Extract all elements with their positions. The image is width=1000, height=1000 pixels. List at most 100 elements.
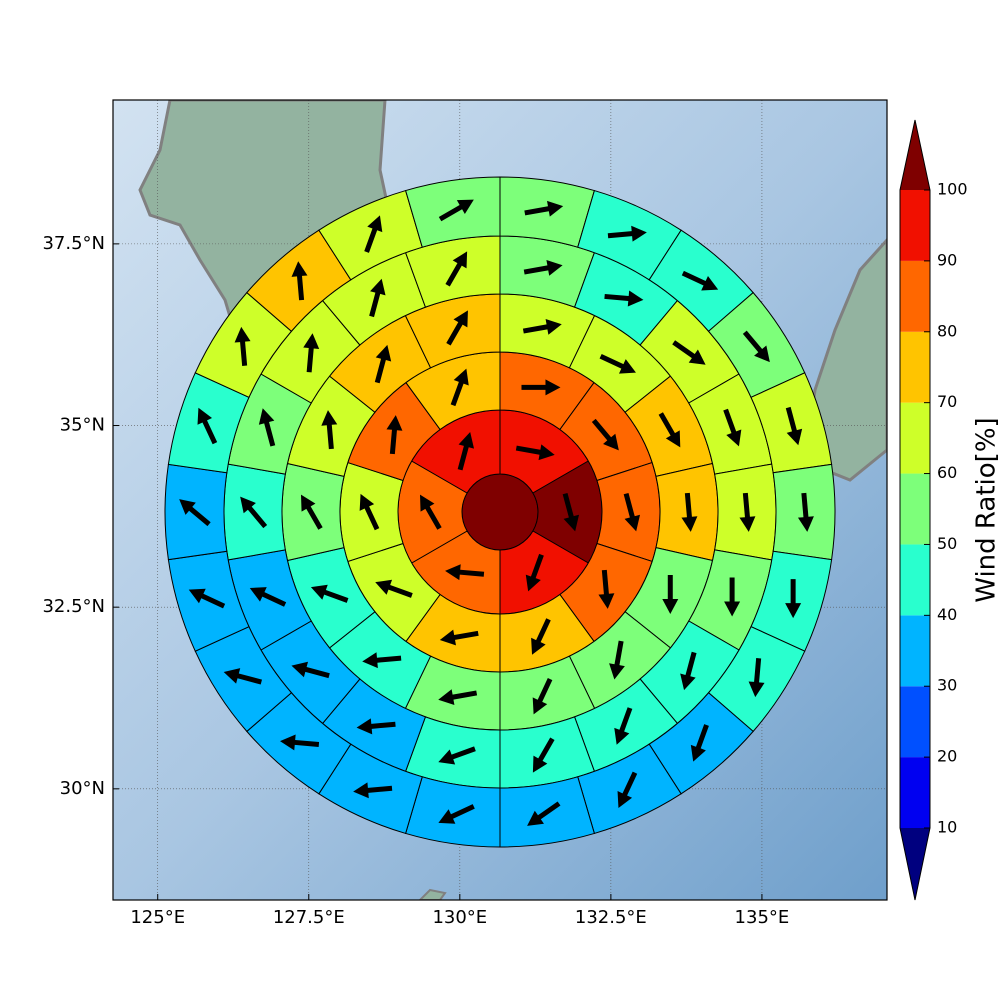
- colorbar-box: [900, 402, 930, 474]
- wind-arrow: [739, 492, 756, 532]
- x-tick-label: 135°E: [735, 907, 790, 928]
- y-tick-label: 35°N: [60, 415, 105, 436]
- wind-arrow: [527, 801, 561, 826]
- wind-arrow: [258, 408, 276, 447]
- wind-arrow: [742, 330, 770, 363]
- x-tick-label: 130°E: [432, 907, 487, 928]
- wind-arrow: [197, 407, 218, 445]
- wind-arrow: [690, 724, 709, 762]
- wind-arrow: [234, 326, 251, 366]
- wind-arrow: [438, 746, 476, 765]
- wind-arrow: [291, 261, 308, 301]
- colorbar-box: [900, 190, 930, 261]
- wind-arrow: [457, 432, 475, 471]
- wind-arrow: [748, 658, 765, 698]
- colorbar-tick-label: 90: [937, 250, 957, 269]
- wind-arrow: [617, 771, 638, 809]
- wind-arrow: [532, 737, 555, 773]
- map-area: [113, 100, 887, 900]
- wind-arrow: [362, 652, 402, 669]
- wind-arrow: [446, 310, 468, 346]
- wind-arrow: [532, 677, 553, 715]
- wind-arrow: [374, 344, 392, 384]
- map-frame: [112, 99, 888, 901]
- wind-arrow: [681, 270, 719, 291]
- land-island: [418, 888, 447, 900]
- wind-arrow: [662, 575, 679, 615]
- wind-arrow: [785, 579, 802, 619]
- wind-arrow: [439, 629, 479, 646]
- wind-arrow: [531, 618, 551, 655]
- colorbar-extend-min: [900, 828, 930, 900]
- wind-arrow: [680, 651, 697, 691]
- wind-arrow: [797, 492, 814, 532]
- colorbar-tick-label: 10: [937, 818, 957, 837]
- wind-arrow: [450, 368, 469, 407]
- wind-arrow: [369, 278, 386, 318]
- wind-arrow: [310, 584, 349, 603]
- wind-arrow: [521, 379, 561, 396]
- wind-arrow: [522, 318, 562, 335]
- wind-arrow: [188, 588, 226, 609]
- wind-arrow: [280, 734, 320, 751]
- colorbar-box: [900, 473, 930, 545]
- wind-arrow: [604, 290, 644, 307]
- colorbar-box: [900, 615, 930, 687]
- wind-arrow: [356, 718, 396, 735]
- colorbar-box: [900, 686, 930, 758]
- wind-arrow: [523, 260, 563, 276]
- colorbar-label: Wind Ratio[%]: [972, 417, 1000, 602]
- colorbar-tick-label: 30: [937, 676, 957, 695]
- wind-arrow: [291, 661, 330, 679]
- wind-arrow: [672, 340, 706, 365]
- wind-arrow: [562, 493, 580, 532]
- colorbar-box: [900, 544, 930, 616]
- wind-arrow: [364, 215, 383, 253]
- colorbar-tick-label: 60: [937, 463, 957, 482]
- colorbar-box: [900, 331, 930, 403]
- wind-arrow: [599, 353, 636, 374]
- colorbar-tick-label: 50: [937, 534, 957, 553]
- wind-arrow: [598, 569, 615, 609]
- x-tick-label: 132.5°E: [575, 907, 647, 928]
- wind-arrow: [223, 668, 262, 685]
- y-tick-label: 37.5°N: [42, 233, 105, 254]
- y-tick-label: 32.5°N: [42, 596, 105, 617]
- colorbar-box: [900, 260, 930, 332]
- wind-arrow: [301, 494, 323, 530]
- wind-arrow: [723, 408, 742, 447]
- wind-arrow: [607, 225, 647, 242]
- wind-arrow: [386, 415, 403, 455]
- wind-arrow: [249, 587, 287, 607]
- colorbar-extend-max: [900, 120, 930, 190]
- colorbar-tick-label: 40: [937, 605, 957, 624]
- wind-arrow: [438, 199, 474, 222]
- wind-arrow: [359, 493, 380, 531]
- wind-arrow: [445, 564, 485, 581]
- colorbar-tick-label: 20: [937, 747, 957, 766]
- wind-arrow: [724, 577, 741, 617]
- wind-arrow: [609, 640, 625, 680]
- colorbar-tick-label: 80: [937, 321, 957, 340]
- wind-arrow: [353, 782, 393, 799]
- wind-arrow: [375, 579, 413, 598]
- wind-arrow: [303, 333, 320, 373]
- wind-arrow: [445, 251, 468, 287]
- wind-arrow: [614, 707, 633, 745]
- wind-arrow: [515, 444, 555, 461]
- wind-arrow: [591, 418, 619, 451]
- wind-arrow: [524, 200, 564, 217]
- wind-arrow: [240, 496, 268, 529]
- wind-arrow: [658, 412, 681, 448]
- axes: 125°E 127.5°E 130°E 132.5°E 135°E 30°N 32.5°N 3…: [42, 233, 789, 928]
- wind-arrows: [179, 199, 814, 826]
- wind-arrow: [420, 494, 442, 530]
- colorbar-tick-label: 70: [937, 392, 957, 411]
- sector-cell: [499, 176, 596, 248]
- colorbar-tick-label: 100: [937, 180, 968, 199]
- x-tick-label: 125°E: [130, 907, 185, 928]
- colorbar-box: [900, 757, 930, 828]
- y-tick-label: 30°N: [60, 778, 105, 799]
- wind-arrow: [438, 689, 478, 706]
